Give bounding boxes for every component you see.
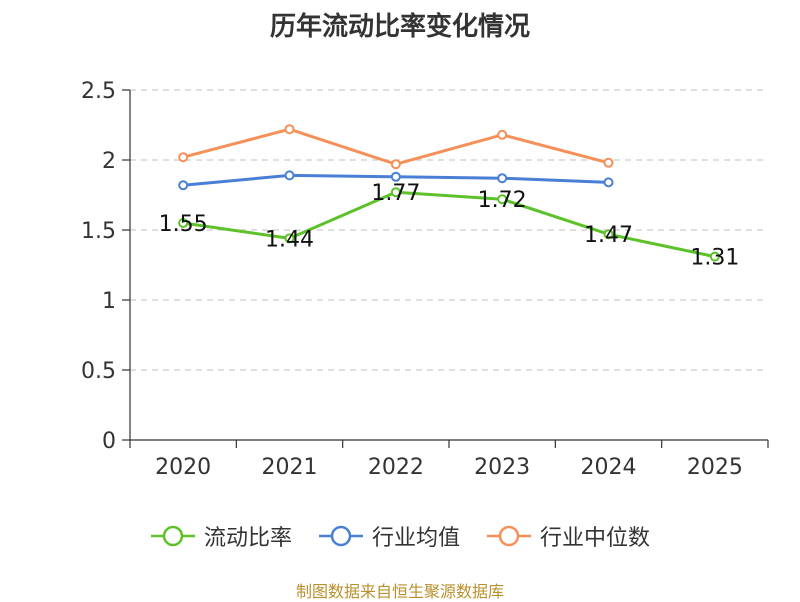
data-point bbox=[603, 229, 614, 240]
data-point bbox=[497, 173, 508, 184]
y-tick-label: 1.5 bbox=[81, 219, 116, 244]
legend-marker-icon bbox=[487, 525, 531, 547]
legend-item-industry-median[interactable]: 行业中位数 bbox=[486, 520, 650, 552]
y-tick-label: 1 bbox=[102, 289, 116, 314]
data-point bbox=[709, 251, 720, 262]
data-point bbox=[390, 159, 401, 170]
legend-marker-icon bbox=[150, 525, 195, 547]
data-point bbox=[497, 194, 508, 205]
x-tick-label: 2021 bbox=[262, 455, 318, 480]
legend-marker-icon bbox=[318, 525, 363, 547]
legend-item-current-ratio[interactable]: 流动比率 bbox=[150, 520, 292, 552]
series-line bbox=[182, 127, 609, 166]
legend-label: 行业均值 bbox=[371, 526, 460, 551]
series-line bbox=[182, 190, 716, 259]
data-label: 1.77 bbox=[371, 181, 420, 206]
x-tick-label: 2020 bbox=[155, 455, 211, 480]
data-point bbox=[178, 152, 189, 163]
x-tick-label: 2023 bbox=[474, 455, 530, 480]
x-tick-label: 2025 bbox=[687, 455, 743, 480]
chart-title: 历年流动比率变化情况 bbox=[269, 12, 530, 42]
x-tick-label: 2022 bbox=[368, 455, 424, 480]
x-tick-label: 2024 bbox=[581, 455, 637, 480]
axis-layer: 0 0.5 1 1.5 2 2.5 2020 2021 2022 2023 2024 2025 bbox=[81, 79, 769, 480]
data-point bbox=[390, 171, 401, 182]
data-point bbox=[497, 129, 508, 140]
data-label: 1.31 bbox=[690, 246, 739, 271]
y-tick-label: 2.5 bbox=[81, 79, 116, 104]
y-tick-label: 0 bbox=[102, 429, 116, 454]
data-point bbox=[178, 218, 189, 228]
data-point bbox=[284, 124, 295, 135]
y-tick-label: 0.5 bbox=[81, 359, 116, 384]
data-point bbox=[603, 177, 614, 188]
legend-label: 流动比率 bbox=[203, 526, 292, 551]
data-label: 1.44 bbox=[265, 227, 314, 252]
data-point bbox=[284, 170, 295, 181]
legend: 流动比率 行业均值 行业中位数 bbox=[0, 520, 800, 552]
series-layer bbox=[178, 124, 720, 262]
legend-item-industry-mean[interactable]: 行业均值 bbox=[318, 520, 460, 552]
legend-label: 行业中位数 bbox=[540, 526, 651, 551]
label-layer: 1.55 1.44 1.77 1.72 1.47 1.31 bbox=[159, 181, 740, 270]
grid-layer bbox=[130, 89, 768, 371]
data-point bbox=[178, 180, 189, 191]
y-tick-label: 2 bbox=[102, 149, 116, 174]
data-label: 1.55 bbox=[159, 212, 208, 237]
data-point bbox=[603, 157, 614, 168]
data-label: 1.72 bbox=[478, 188, 527, 213]
source-note: 制图数据来自恒生聚源数据库 bbox=[295, 582, 504, 601]
data-point bbox=[390, 187, 401, 198]
data-point bbox=[284, 233, 295, 244]
data-label: 1.47 bbox=[584, 223, 633, 248]
